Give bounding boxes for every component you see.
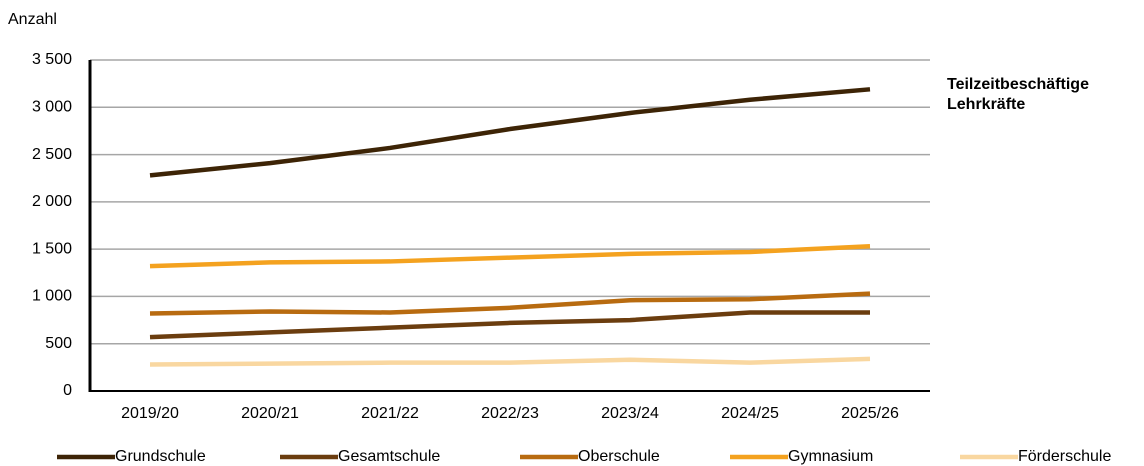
legend-label: Oberschule <box>578 448 660 465</box>
y-tick-label: 1 500 <box>32 240 72 257</box>
legend-label: Gymnasium <box>788 448 873 465</box>
y-tick-label: 2 500 <box>32 146 72 163</box>
legend-label: Förderschule <box>1018 448 1111 465</box>
series-line <box>149 310 870 340</box>
series-line <box>149 291 871 316</box>
series-line <box>149 356 871 367</box>
legend-label: Gesamtschule <box>338 448 440 465</box>
y-tick-label: 3 500 <box>32 51 72 68</box>
y-tick-label: 500 <box>45 335 72 352</box>
x-tick-label: 2022/23 <box>481 405 539 422</box>
x-tick-label: 2020/21 <box>241 405 299 422</box>
series-line <box>149 87 871 178</box>
y-tick-label: 0 <box>63 382 72 399</box>
series-line <box>149 244 871 269</box>
y-tick-label: 1 000 <box>32 288 72 305</box>
x-tick-label: 2025/26 <box>841 405 899 422</box>
y-tick-label: 3 000 <box>32 99 72 116</box>
x-tick-label: 2023/24 <box>601 405 659 422</box>
y-axis-label: Anzahl <box>8 11 57 28</box>
x-tick-label: 2024/25 <box>721 405 779 422</box>
annotation: Teilzeitbeschäftige <box>947 76 1089 93</box>
x-tick-label: 2021/22 <box>361 405 419 422</box>
x-tick-label: 2019/20 <box>121 405 179 422</box>
annotation: Lehrkräfte <box>947 96 1025 113</box>
legend-label: Grundschule <box>115 448 206 465</box>
y-tick-label: 2 000 <box>32 193 72 210</box>
